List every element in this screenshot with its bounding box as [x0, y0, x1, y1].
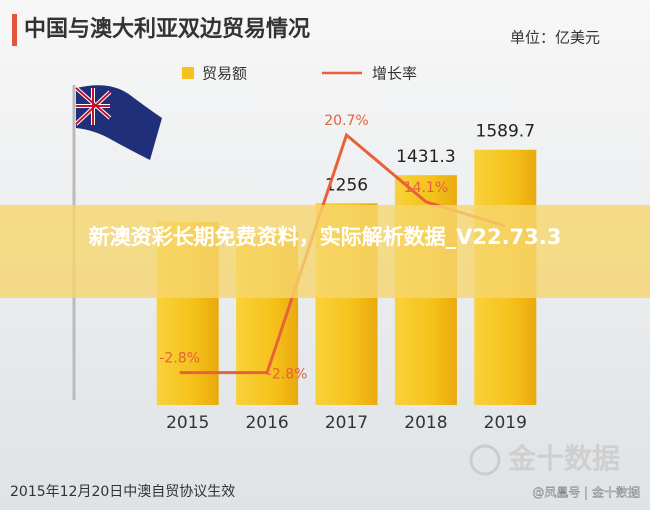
unit-label: 单位：亿美元: [510, 29, 600, 47]
value-label: 1256: [325, 175, 368, 195]
value-label: 20.7%: [324, 113, 368, 129]
flag-cross-red: [75, 87, 111, 125]
legend-label: 增长率: [372, 65, 417, 83]
chart-title: 中国与澳大利亚双边贸易情况: [24, 16, 310, 42]
value-label: -2.8%: [159, 351, 200, 367]
value-label: 1431.3: [396, 147, 455, 167]
title-accent: [12, 14, 17, 46]
x-tick-label: 2018: [404, 413, 447, 433]
x-tick-label: 2016: [245, 413, 288, 433]
value-label: -2.8%: [267, 367, 308, 383]
watermark-logo: [469, 444, 501, 476]
x-tick-label: 2019: [484, 413, 527, 433]
value-label: 14.1%: [404, 180, 448, 196]
x-tick-label: 2017: [325, 413, 368, 433]
overlay-text: 新澳资彩长期免费资料，实际解析数据_V22.73.3: [89, 225, 562, 249]
footer-note: 2015年12月20日中澳自贸协议生效: [10, 484, 235, 500]
value-label: 1589.7: [476, 122, 535, 142]
overlay-band: [0, 205, 650, 298]
credit: @凤凰号 | 金十数据: [532, 485, 640, 500]
legend-swatch: [182, 67, 194, 79]
watermark: 金十数据: [507, 442, 620, 475]
legend-label: 贸易额: [202, 65, 247, 83]
x-tick-label: 2015: [166, 413, 209, 433]
